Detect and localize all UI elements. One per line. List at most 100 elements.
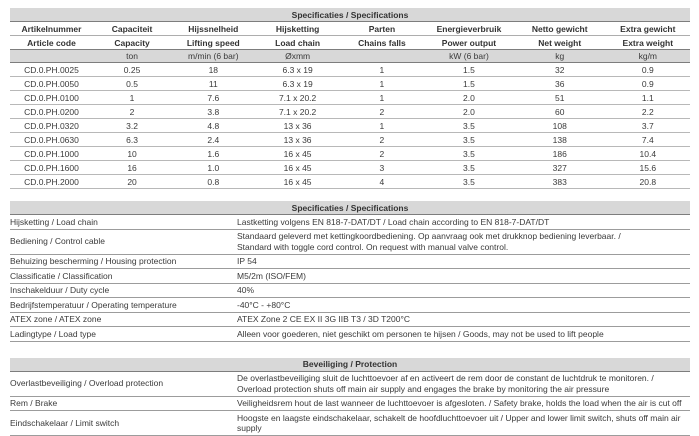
cell-load-chain: 16 x 45	[255, 175, 339, 189]
detail-row: Inschakelduur / Duty cycle 40%	[10, 283, 690, 298]
table-row: CD.0.PH.1600 16 1.0 16 x 45 3 3.5 327 15…	[10, 161, 690, 175]
column-header-en: Chains falls	[340, 36, 424, 50]
unit-cell: kW (6 bar)	[424, 50, 514, 63]
cell-power-output: 1.5	[424, 63, 514, 77]
cell-capacity: 6.3	[93, 133, 171, 147]
detail-row-value: ATEX Zone 2 CE EX II 3G IIB T3 / 3D T200…	[237, 312, 690, 327]
cell-article-code: CD.0.PH.0630	[10, 133, 93, 147]
cell-net-weight: 383	[514, 175, 606, 189]
unit-cell	[10, 50, 93, 63]
detail-row-value: Standaard geleverd met kettingkoordbedie…	[237, 229, 690, 254]
cell-extra-weight: 7.4	[606, 133, 690, 147]
detail-row: Bediening / Control cable Standaard gele…	[10, 229, 690, 254]
cell-chain-falls: 3	[340, 161, 424, 175]
cell-article-code: CD.0.PH.1600	[10, 161, 93, 175]
column-header-nl: Artikelnummer	[10, 22, 93, 36]
detail-row-label: Classificatie / Classification	[10, 269, 237, 284]
cell-lifting-speed: 4.8	[171, 119, 255, 133]
cell-chain-falls: 1	[340, 77, 424, 91]
cell-extra-weight: 15.6	[606, 161, 690, 175]
cell-lifting-speed: 7.6	[171, 91, 255, 105]
column-header-en: Lifting speed	[171, 36, 255, 50]
protection-row-label: Overlastbeveiliging / Overload protectio…	[10, 371, 237, 396]
cell-power-output: 3.5	[424, 161, 514, 175]
cell-article-code: CD.0.PH.0320	[10, 119, 93, 133]
column-header-nl: Capaciteit	[93, 22, 171, 36]
detail-row-value: Alleen voor goederen, niet geschikt om p…	[237, 327, 690, 342]
column-header-nl: Parten	[340, 22, 424, 36]
cell-extra-weight: 3.7	[606, 119, 690, 133]
cell-capacity: 1	[93, 91, 171, 105]
column-header-en: Article code	[10, 36, 93, 50]
detail-row-label: Hijsketting / Load chain	[10, 215, 237, 230]
cell-extra-weight: 1.1	[606, 91, 690, 105]
column-header-nl: Extra gewicht	[606, 22, 690, 36]
cell-chain-falls: 2	[340, 147, 424, 161]
detail-row-label: Inschakelduur / Duty cycle	[10, 283, 237, 298]
table-row: CD.0.PH.0025 0.25 18 6.3 x 19 1 1.5 32 0…	[10, 63, 690, 77]
unit-cell: Øxmm	[255, 50, 339, 63]
cell-chain-falls: 4	[340, 175, 424, 189]
cell-power-output: 3.5	[424, 133, 514, 147]
cell-capacity: 0.5	[93, 77, 171, 91]
detail-row: Classificatie / Classification M5/2m (IS…	[10, 269, 690, 284]
unit-cell: kg	[514, 50, 606, 63]
detail-row-label: Ladingtype / Load type	[10, 327, 237, 342]
cell-power-output: 1.5	[424, 77, 514, 91]
cell-capacity: 3.2	[93, 119, 171, 133]
detail-row-label: Bediening / Control cable	[10, 229, 237, 254]
unit-cell: ton	[93, 50, 171, 63]
protection-row: Rem / Brake Veiligheidsrem hout de last …	[10, 396, 690, 411]
cell-extra-weight: 20.8	[606, 175, 690, 189]
table-row: CD.0.PH.2000 20 0.8 16 x 45 4 3.5 383 20…	[10, 175, 690, 189]
protection-row-value: De overlastbeveiliging sluit de luchttoe…	[237, 371, 690, 396]
specifications-title: Specificaties / Specifications	[10, 8, 690, 22]
cell-load-chain: 6.3 x 19	[255, 63, 339, 77]
cell-net-weight: 108	[514, 119, 606, 133]
column-header-nl: Energieverbruik	[424, 22, 514, 36]
cell-net-weight: 186	[514, 147, 606, 161]
cell-capacity: 10	[93, 147, 171, 161]
specifications-table: Specificaties / Specifications Artikelnu…	[10, 8, 690, 189]
cell-lifting-speed: 0.8	[171, 175, 255, 189]
cell-article-code: CD.0.PH.0200	[10, 105, 93, 119]
cell-article-code: CD.0.PH.0100	[10, 91, 93, 105]
cell-lifting-speed: 1.6	[171, 147, 255, 161]
protection-table: Beveiliging / Protection Overlastbeveili…	[10, 358, 690, 436]
detail-specifications-title: Specificaties / Specifications	[10, 201, 690, 215]
protection-row-label: Rem / Brake	[10, 396, 237, 411]
cell-load-chain: 6.3 x 19	[255, 77, 339, 91]
cell-chain-falls: 1	[340, 91, 424, 105]
cell-capacity: 16	[93, 161, 171, 175]
detail-row-value: IP 54	[237, 254, 690, 269]
detail-row-label: ATEX zone / ATEX zone	[10, 312, 237, 327]
column-header-en: Power output	[424, 36, 514, 50]
cell-article-code: CD.0.PH.0050	[10, 77, 93, 91]
protection-row-label: Eindschakelaar / Limit switch	[10, 411, 237, 436]
table-row: CD.0.PH.1000 10 1.6 16 x 45 2 3.5 186 10…	[10, 147, 690, 161]
cell-load-chain: 13 x 36	[255, 133, 339, 147]
column-header-nl: Hijsketting	[255, 22, 339, 36]
table-row: CD.0.PH.0630 6.3 2.4 13 x 36 2 3.5 138 7…	[10, 133, 690, 147]
cell-net-weight: 32	[514, 63, 606, 77]
cell-net-weight: 327	[514, 161, 606, 175]
cell-chain-falls: 2	[340, 105, 424, 119]
detail-row-value: 40%	[237, 283, 690, 298]
detail-specifications-title-bar: Specificaties / Specifications	[10, 201, 690, 215]
protection-row: Eindschakelaar / Limit switch Hoogste en…	[10, 411, 690, 436]
detail-row: ATEX zone / ATEX zone ATEX Zone 2 CE EX …	[10, 312, 690, 327]
cell-lifting-speed: 3.8	[171, 105, 255, 119]
cell-lifting-speed: 11	[171, 77, 255, 91]
cell-load-chain: 13 x 36	[255, 119, 339, 133]
cell-net-weight: 51	[514, 91, 606, 105]
cell-chain-falls: 1	[340, 63, 424, 77]
cell-power-output: 2.0	[424, 105, 514, 119]
detail-row-label: Behuizing bescherming / Housing protecti…	[10, 254, 237, 269]
cell-article-code: CD.0.PH.1000	[10, 147, 93, 161]
cell-chain-falls: 1	[340, 119, 424, 133]
spec-table-body: CD.0.PH.0025 0.25 18 6.3 x 19 1 1.5 32 0…	[10, 63, 690, 189]
column-header-nl: Netto gewicht	[514, 22, 606, 36]
column-header-nl: Hijssnelheid	[171, 22, 255, 36]
